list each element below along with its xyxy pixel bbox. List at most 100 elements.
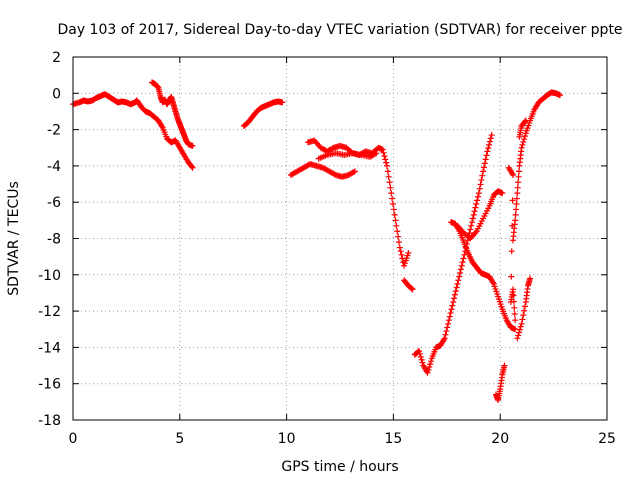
data-point bbox=[512, 211, 519, 218]
y-tick-label: -2 bbox=[47, 123, 61, 139]
data-point bbox=[427, 361, 434, 368]
y-tick-labels: 2 0 -2 -4 -6 -8 -10 -12 -14 -16 -18 bbox=[38, 50, 61, 429]
data-point bbox=[445, 320, 452, 327]
data-point bbox=[416, 348, 423, 355]
data-point bbox=[520, 312, 527, 319]
data-point bbox=[391, 211, 398, 218]
data-point bbox=[473, 201, 480, 208]
data-point bbox=[388, 190, 395, 197]
data-point bbox=[514, 190, 521, 197]
data-point bbox=[516, 326, 523, 333]
x-tick-label: 20 bbox=[491, 431, 509, 447]
data-point bbox=[468, 222, 475, 229]
chart-title: Day 103 of 2017, Sidereal Day-to-day VTE… bbox=[57, 22, 622, 38]
data-point bbox=[486, 141, 493, 148]
data-point bbox=[476, 185, 483, 192]
data-point bbox=[427, 358, 434, 365]
data-points bbox=[70, 79, 564, 404]
data-point bbox=[394, 228, 401, 235]
data-point bbox=[405, 250, 412, 257]
data-point bbox=[477, 181, 484, 188]
data-point bbox=[509, 197, 516, 204]
data-point bbox=[457, 269, 464, 276]
data-point bbox=[418, 356, 425, 363]
data-point bbox=[467, 226, 474, 233]
data-point bbox=[409, 286, 416, 293]
data-point bbox=[470, 211, 477, 218]
data-point bbox=[512, 217, 519, 224]
data-point bbox=[452, 288, 459, 295]
data-point bbox=[457, 266, 464, 273]
data-point bbox=[453, 284, 460, 291]
plot-frame bbox=[72, 56, 608, 421]
data-point bbox=[521, 133, 528, 140]
data-point bbox=[510, 292, 517, 299]
data-point bbox=[454, 280, 461, 287]
data-point bbox=[393, 222, 400, 229]
data-point bbox=[458, 262, 465, 269]
data-point bbox=[385, 173, 392, 180]
data-point bbox=[514, 335, 521, 342]
data-point bbox=[520, 138, 527, 145]
data-point bbox=[395, 233, 402, 240]
data-point bbox=[508, 248, 515, 255]
data-point bbox=[515, 168, 522, 175]
data-point bbox=[451, 295, 458, 302]
data-point bbox=[449, 302, 456, 309]
data-point bbox=[515, 173, 522, 180]
data-point bbox=[511, 311, 518, 318]
data-point bbox=[469, 219, 476, 226]
data-point bbox=[480, 168, 487, 175]
data-point bbox=[189, 142, 196, 149]
data-point bbox=[517, 323, 524, 330]
data-point bbox=[488, 132, 495, 139]
data-point bbox=[451, 291, 458, 298]
data-point bbox=[279, 99, 286, 106]
data-point bbox=[518, 320, 525, 327]
data-point bbox=[557, 92, 564, 99]
data-point bbox=[389, 201, 396, 208]
data-point bbox=[499, 190, 506, 197]
data-point bbox=[501, 362, 508, 369]
data-point bbox=[396, 244, 403, 251]
data-point bbox=[373, 150, 380, 157]
x-tick-label: 15 bbox=[384, 431, 402, 447]
data-point bbox=[395, 239, 402, 246]
data-point bbox=[487, 135, 494, 142]
data-point bbox=[397, 248, 404, 255]
y-tick-label: -14 bbox=[38, 340, 61, 356]
data-point bbox=[442, 331, 449, 338]
data-point bbox=[459, 259, 466, 266]
data-point bbox=[424, 369, 431, 376]
data-point bbox=[188, 163, 195, 170]
y-tick-label: -4 bbox=[47, 159, 61, 175]
data-point bbox=[474, 193, 481, 200]
data-point bbox=[443, 328, 450, 335]
data-point bbox=[479, 172, 486, 179]
x-tick-label: 0 bbox=[69, 431, 78, 447]
data-point bbox=[480, 164, 487, 171]
x-tick-label: 25 bbox=[598, 431, 616, 447]
data-point bbox=[372, 150, 379, 157]
data-point bbox=[460, 255, 467, 262]
data-point bbox=[419, 359, 426, 366]
data-point bbox=[379, 146, 386, 153]
data-point bbox=[514, 184, 521, 191]
grid bbox=[73, 57, 607, 420]
data-point bbox=[448, 306, 455, 313]
data-point bbox=[426, 364, 433, 371]
data-point bbox=[383, 162, 390, 169]
x-tick-label: 5 bbox=[175, 431, 184, 447]
data-point bbox=[515, 179, 522, 186]
data-point bbox=[408, 285, 415, 292]
data-point bbox=[189, 164, 196, 171]
data-point bbox=[472, 204, 479, 211]
data-point bbox=[512, 317, 519, 324]
data-point bbox=[521, 303, 528, 310]
data-point bbox=[392, 217, 399, 224]
data-point bbox=[471, 208, 478, 215]
y-tick-label: -6 bbox=[47, 195, 61, 211]
data-point bbox=[455, 277, 462, 284]
x-tick-labels: 0 5 10 15 20 25 bbox=[69, 431, 616, 447]
